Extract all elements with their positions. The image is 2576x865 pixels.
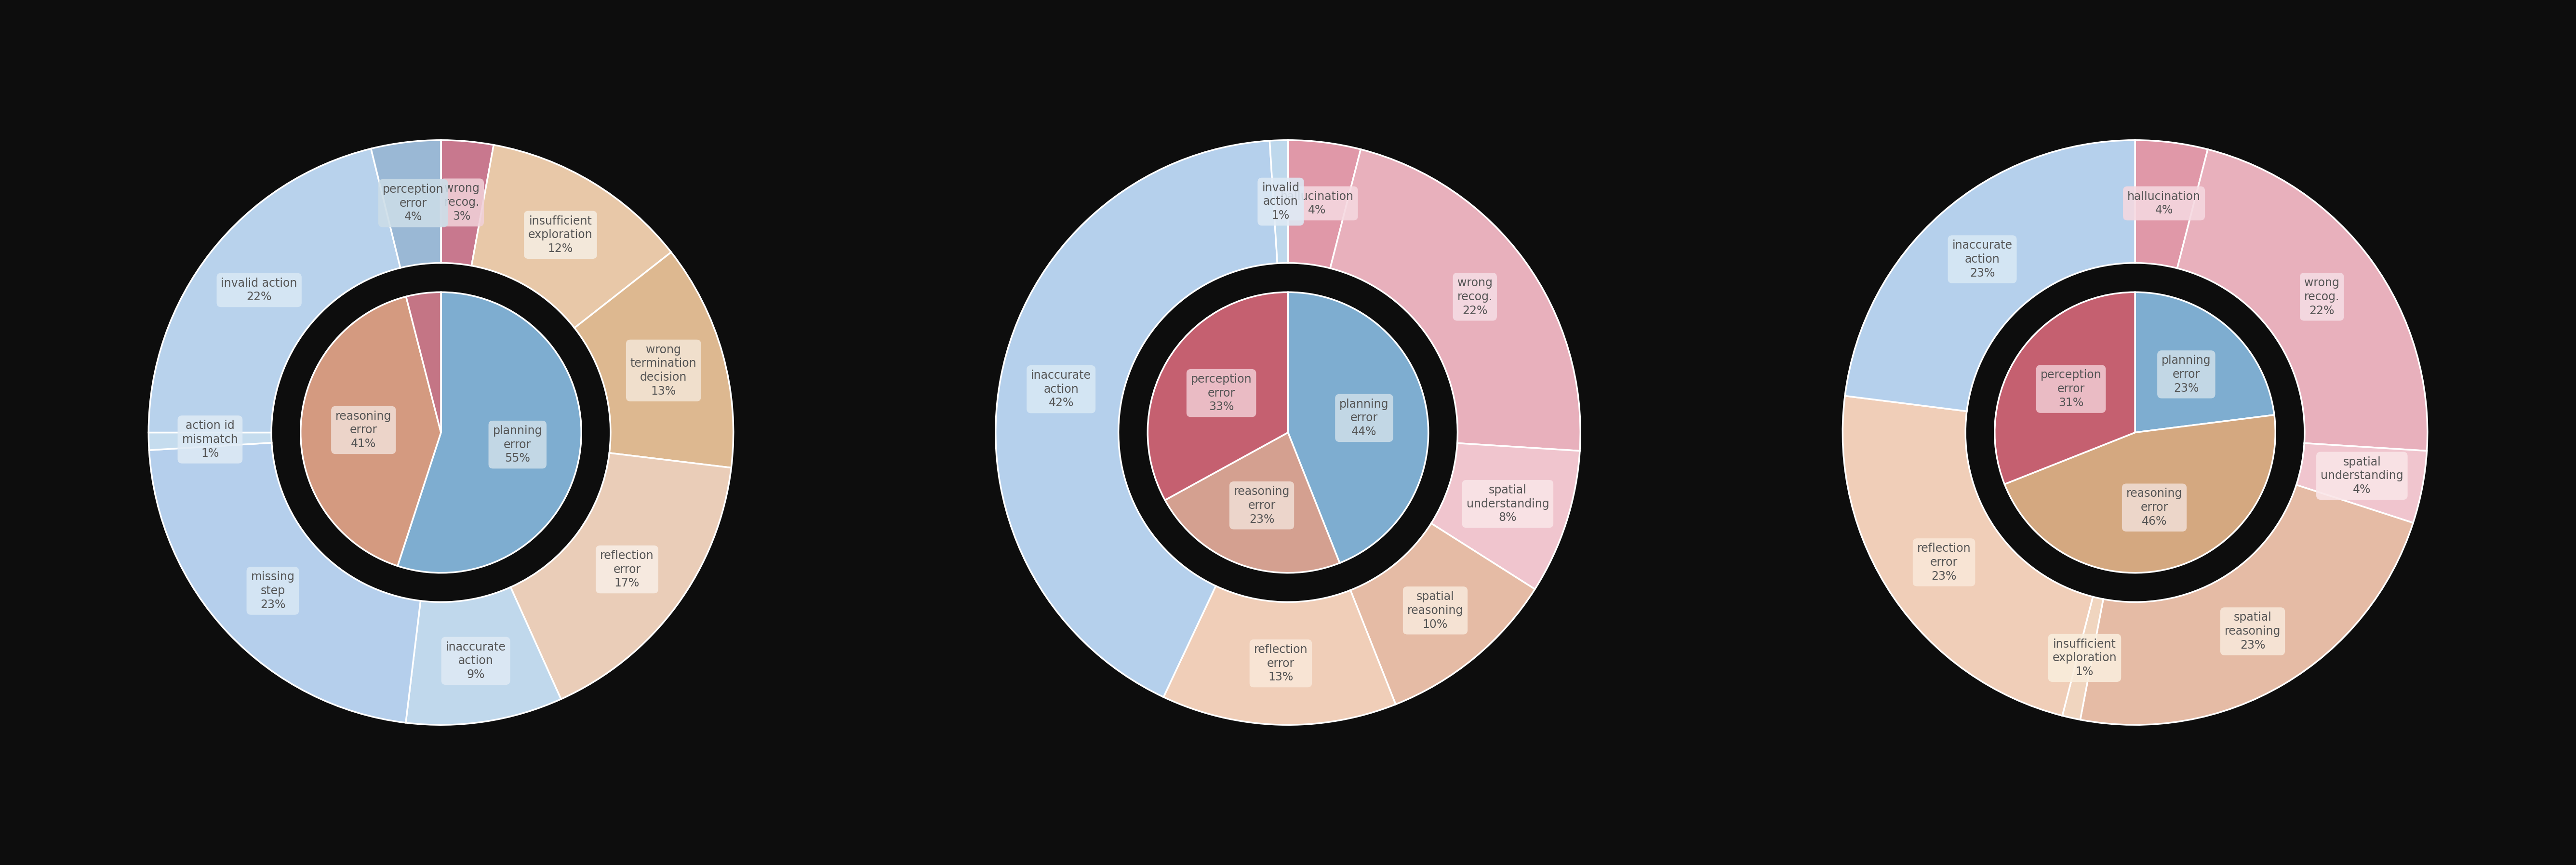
Text: perception
error
31%: perception error 31% bbox=[2040, 369, 2102, 408]
Text: inaccurate
action
9%: inaccurate action 9% bbox=[446, 641, 505, 681]
Wedge shape bbox=[2136, 140, 2208, 268]
Wedge shape bbox=[471, 145, 672, 328]
Wedge shape bbox=[1842, 396, 2092, 715]
Text: insufficient
exploration
12%: insufficient exploration 12% bbox=[528, 215, 592, 254]
Wedge shape bbox=[1350, 523, 1535, 704]
Wedge shape bbox=[1329, 150, 1582, 451]
Text: reasoning
error
41%: reasoning error 41% bbox=[335, 410, 392, 450]
Wedge shape bbox=[149, 149, 399, 432]
Wedge shape bbox=[510, 453, 732, 699]
Text: invalid action
22%: invalid action 22% bbox=[222, 278, 296, 303]
Wedge shape bbox=[397, 292, 582, 573]
Wedge shape bbox=[301, 297, 440, 566]
Text: reflection
error
17%: reflection error 17% bbox=[600, 550, 654, 589]
Text: reasoning
error
23%: reasoning error 23% bbox=[1234, 486, 1291, 525]
Wedge shape bbox=[1164, 586, 1396, 725]
Wedge shape bbox=[440, 140, 495, 266]
Text: wrong
recog.
3%: wrong recog. 3% bbox=[443, 183, 479, 222]
Wedge shape bbox=[2063, 597, 2102, 720]
Text: wrong
recog.
22%: wrong recog. 22% bbox=[2303, 277, 2339, 317]
Text: insufficient
exploration
1%: insufficient exploration 1% bbox=[2053, 638, 2117, 677]
Text: reflection
error
13%: reflection error 13% bbox=[1255, 644, 1309, 683]
Text: hallucination
4%: hallucination 4% bbox=[2128, 190, 2200, 216]
Wedge shape bbox=[994, 141, 1278, 697]
Wedge shape bbox=[2081, 485, 2414, 725]
Wedge shape bbox=[1288, 140, 1360, 268]
Text: planning
error
55%: planning error 55% bbox=[492, 425, 541, 465]
Text: planning
error
44%: planning error 44% bbox=[1340, 399, 1388, 438]
Text: spatial
reasoning
23%: spatial reasoning 23% bbox=[2226, 612, 2280, 651]
Wedge shape bbox=[371, 140, 440, 268]
Text: perception
error
33%: perception error 33% bbox=[1190, 374, 1252, 413]
Text: reasoning
error
46%: reasoning error 46% bbox=[2125, 488, 2182, 527]
Wedge shape bbox=[407, 587, 562, 725]
Text: wrong
termination
decision
13%: wrong termination decision 13% bbox=[631, 344, 696, 397]
Text: planning
error
23%: planning error 23% bbox=[2161, 355, 2210, 394]
Wedge shape bbox=[149, 443, 420, 723]
Text: invalid
action
1%: invalid action 1% bbox=[1262, 182, 1298, 221]
Wedge shape bbox=[574, 253, 734, 468]
Wedge shape bbox=[1149, 292, 1288, 500]
Wedge shape bbox=[407, 292, 440, 432]
Text: perception
error
4%: perception error 4% bbox=[384, 183, 443, 223]
Text: spatial
reasoning
10%: spatial reasoning 10% bbox=[1406, 591, 1463, 630]
Wedge shape bbox=[2004, 415, 2275, 573]
Wedge shape bbox=[1270, 140, 1288, 263]
Text: inaccurate
action
42%: inaccurate action 42% bbox=[1030, 369, 1092, 409]
Text: inaccurate
action
23%: inaccurate action 23% bbox=[1953, 240, 2012, 279]
Text: missing
step
23%: missing step 23% bbox=[250, 571, 294, 611]
Text: action id
mismatch
1%: action id mismatch 1% bbox=[183, 420, 237, 459]
Wedge shape bbox=[2295, 443, 2427, 522]
Text: reflection
error
23%: reflection error 23% bbox=[1917, 542, 1971, 582]
Wedge shape bbox=[2177, 150, 2427, 451]
Wedge shape bbox=[1994, 292, 2136, 484]
Text: wrong
recog.
22%: wrong recog. 22% bbox=[1458, 277, 1492, 317]
Wedge shape bbox=[1844, 140, 2136, 411]
Wedge shape bbox=[1432, 443, 1579, 589]
Wedge shape bbox=[2136, 292, 2275, 432]
Wedge shape bbox=[1164, 432, 1340, 573]
Wedge shape bbox=[149, 432, 270, 450]
Text: hallucination
4%: hallucination 4% bbox=[1280, 190, 1352, 216]
Text: spatial
understanding
8%: spatial understanding 8% bbox=[1466, 484, 1548, 523]
Wedge shape bbox=[1288, 292, 1427, 563]
Text: spatial
understanding
4%: spatial understanding 4% bbox=[2321, 456, 2403, 496]
